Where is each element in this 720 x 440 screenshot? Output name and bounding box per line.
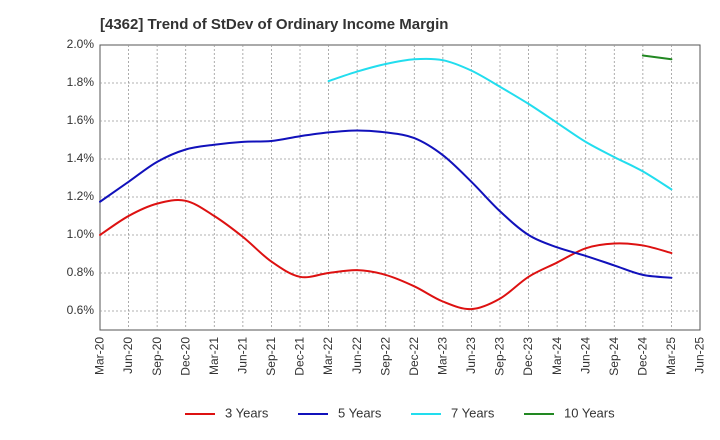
x-tick-label: Jun-22 — [350, 337, 364, 374]
legend-label-7-years: 7 Years — [451, 405, 495, 420]
y-tick-label: 2.0% — [67, 37, 95, 51]
chart-title: [4362] Trend of StDev of Ordinary Income… — [100, 16, 449, 33]
x-tick-label: Sep-21 — [264, 337, 278, 376]
series-line-7-years — [327, 57, 673, 191]
x-tick-label: Jun-21 — [236, 337, 250, 374]
series-line-5-years — [99, 129, 673, 279]
x-tick-label: Dec-24 — [636, 337, 650, 376]
y-tick-label: 1.0% — [67, 227, 95, 241]
x-tick-label: Mar-20 — [93, 337, 107, 375]
x-tick-label: Dec-20 — [178, 337, 192, 376]
legend-label-3-years: 3 Years — [225, 405, 269, 420]
x-tick-label: Sep-20 — [150, 337, 164, 376]
x-tick-label: Jun-24 — [578, 337, 592, 374]
x-tick-label: Mar-25 — [664, 337, 678, 375]
series-line-10-years — [641, 54, 673, 61]
y-tick-label: 0.8% — [67, 265, 95, 279]
x-tick-label: Sep-24 — [607, 337, 621, 376]
legend-label-5-years: 5 Years — [338, 405, 382, 420]
x-tick-label: Dec-21 — [293, 337, 307, 376]
x-tick-label: Jun-23 — [464, 337, 478, 374]
x-tick-label: Mar-23 — [436, 337, 450, 375]
x-tick-label: Jun-25 — [693, 337, 707, 374]
grid-lines — [100, 45, 700, 330]
series-line-3-years — [99, 199, 673, 311]
series-lines — [99, 54, 673, 311]
x-tick-label: Dec-23 — [521, 337, 535, 376]
y-tick-label: 1.4% — [67, 151, 95, 165]
plot-area — [99, 44, 701, 331]
x-tick-label: Mar-24 — [550, 337, 564, 375]
x-tick-label: Jun-20 — [121, 337, 135, 374]
x-tick-label: Sep-23 — [493, 337, 507, 376]
y-tick-label: 1.6% — [67, 113, 95, 127]
legend-label-10-years: 10 Years — [564, 405, 615, 420]
x-tick-label: Mar-22 — [321, 337, 335, 375]
x-tick-label: Sep-22 — [378, 337, 392, 376]
y-tick-label: 1.8% — [67, 75, 95, 89]
legend: 3 Years 5 Years 7 Years 10 Years — [185, 405, 615, 420]
y-tick-label: 0.6% — [67, 303, 95, 317]
x-tick-label: Dec-22 — [407, 337, 421, 376]
x-tick-label: Mar-21 — [207, 337, 221, 375]
y-tick-label: 1.2% — [67, 189, 95, 203]
axis-labels: Mar-20 Jun-20 Sep-20 Dec-20 Mar-21 Jun-21 Sep-… — [67, 37, 707, 376]
